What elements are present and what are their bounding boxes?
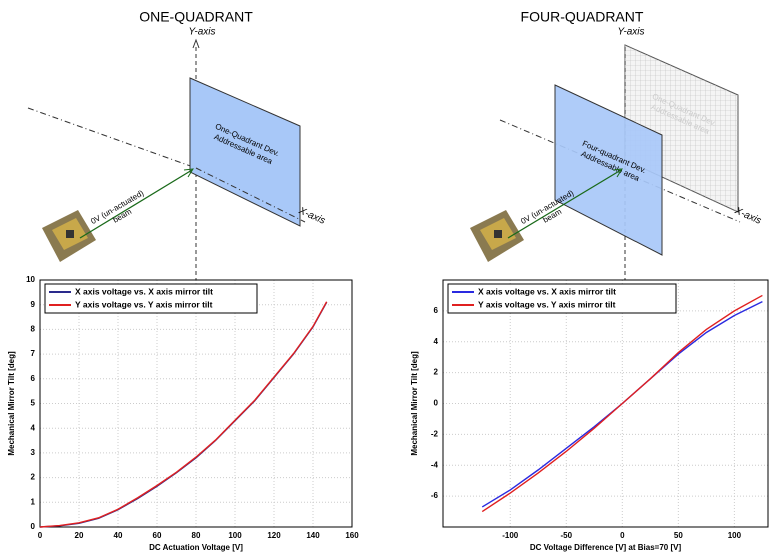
y-tick-label: 10 xyxy=(26,275,35,284)
x-tick-label: 0 xyxy=(620,531,625,540)
x-tick-label: 40 xyxy=(114,531,123,540)
y-tick-label: -2 xyxy=(431,429,439,438)
diagram-left: ONE-QUADRANT Y-axis One-Quadrant Dev.Add… xyxy=(28,9,327,282)
y-tick-label: -6 xyxy=(431,491,439,500)
y-tick-label: 0 xyxy=(31,522,36,531)
arrow xyxy=(193,40,199,48)
x-tick-label: 100 xyxy=(728,531,742,540)
y-tick-label: 7 xyxy=(31,349,36,358)
y-tick-label: 2 xyxy=(434,368,439,377)
y-tick-label: -4 xyxy=(431,460,439,469)
legend-label: X axis voltage vs. X axis mirror tilt xyxy=(75,286,213,296)
x-axis-line xyxy=(28,108,196,168)
y-tick-label: 0 xyxy=(434,399,439,408)
x-tick-label: -100 xyxy=(502,531,519,540)
x-tick-label: 120 xyxy=(267,531,281,540)
y-tick-label: 6 xyxy=(434,306,439,315)
chip xyxy=(470,210,524,262)
y-tick-label: 4 xyxy=(31,423,36,432)
x-axis-title: DC Voltage Difference [V] at Bias=70 [V] xyxy=(530,543,682,552)
y-tick-label: 2 xyxy=(31,473,36,482)
beam-label: 0V (un-actuated)beam xyxy=(89,188,150,234)
y-tick-label: 6 xyxy=(31,374,36,383)
y-axis-label: Y-axis xyxy=(188,27,215,38)
x-axis-label: X-axis xyxy=(732,205,763,227)
diagram-title: FOUR-QUADRANT xyxy=(521,9,644,25)
x-tick-label: 60 xyxy=(153,531,162,540)
y-tick-label: 9 xyxy=(31,300,36,309)
y-axis-title: Mechanical Mirror Tilt [deg] xyxy=(7,351,16,456)
y-tick-label: 4 xyxy=(434,337,439,346)
y-tick-label: 5 xyxy=(31,399,36,408)
x-tick-label: 80 xyxy=(192,531,201,540)
y-axis-title: Mechanical Mirror Tilt [deg] xyxy=(410,351,419,456)
y-tick-label: 1 xyxy=(31,497,36,506)
x-tick-label: 50 xyxy=(674,531,683,540)
y-tick-label: 3 xyxy=(31,448,36,457)
legend-label: Y axis voltage vs. Y axis mirror tilt xyxy=(75,299,213,309)
legend-label: X axis voltage vs. X axis mirror tilt xyxy=(478,286,616,296)
x-axis-label: X-axis xyxy=(296,205,327,227)
x-tick-label: 140 xyxy=(306,531,320,540)
legend-label: Y axis voltage vs. Y axis mirror tilt xyxy=(478,299,616,309)
x-tick-label: -50 xyxy=(560,531,572,540)
x-tick-label: 100 xyxy=(228,531,242,540)
y-tick-label: 8 xyxy=(31,325,36,334)
y-axis-label: Y-axis xyxy=(617,27,644,38)
x-axis-title: DC Actuation Voltage [V] xyxy=(149,543,243,552)
beam-label: 0V (un-actuated)beam xyxy=(519,188,580,234)
diagram-title: ONE-QUADRANT xyxy=(139,9,253,25)
x-tick-label: 160 xyxy=(345,531,359,540)
page: ONE-QUADRANT Y-axis One-Quadrant Dev.Add… xyxy=(0,0,773,559)
x-tick-label: 0 xyxy=(38,531,43,540)
beam xyxy=(80,170,192,238)
diagram-right: FOUR-QUADRANT Y-axis One-Quadrant Dev.Ad… xyxy=(470,9,763,282)
chip xyxy=(42,210,96,262)
x-tick-label: 20 xyxy=(75,531,84,540)
